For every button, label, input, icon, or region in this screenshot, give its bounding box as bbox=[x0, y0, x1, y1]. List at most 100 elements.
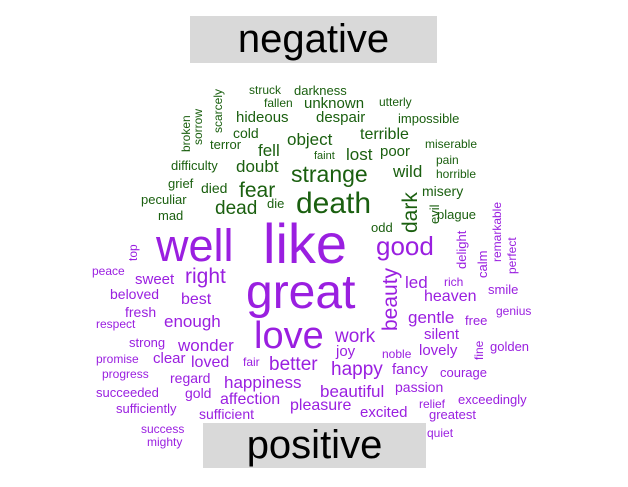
negative-header-label: negative bbox=[237, 17, 390, 61]
positive-word-beauty: beauty bbox=[379, 267, 402, 331]
positive-word-work: work bbox=[335, 326, 376, 347]
positive-word-sufficient: sufficient bbox=[199, 406, 254, 422]
negative-word-died: died bbox=[201, 180, 228, 196]
positive-word-better: better bbox=[269, 354, 318, 375]
positive-word-golden: golden bbox=[490, 339, 530, 354]
positive-word-relief: relief bbox=[419, 397, 446, 411]
negative-word-fell: fell bbox=[258, 141, 280, 160]
positive-word-pleasure: pleasure bbox=[290, 397, 352, 414]
positive-word-affection: affection bbox=[220, 391, 281, 408]
positive-word-great: great bbox=[246, 266, 356, 319]
positive-word-silent: silent bbox=[424, 326, 460, 343]
positive-word-regard: regard bbox=[170, 370, 211, 386]
positive-word-smile: smile bbox=[488, 282, 519, 297]
positive-word-fair: fair bbox=[243, 355, 260, 369]
negative-word-grief: grief bbox=[168, 176, 194, 191]
positive-word-remarkable: remarkable bbox=[490, 201, 504, 262]
positive-word-best: best bbox=[181, 291, 212, 308]
negative-word-death: death bbox=[296, 187, 372, 220]
positive-word-progress: progress bbox=[102, 367, 149, 381]
positive-word-promise: promise bbox=[96, 352, 139, 366]
negative-word-horrible: horrible bbox=[436, 167, 477, 181]
positive-word-heaven: heaven bbox=[424, 288, 477, 305]
positive-word-well: well bbox=[156, 220, 234, 271]
positive-word-gentle: gentle bbox=[408, 308, 455, 327]
negative-word-strange: strange bbox=[291, 161, 368, 187]
negative-word-cold: cold bbox=[233, 125, 259, 141]
positive-word-free: free bbox=[465, 313, 488, 328]
negative-word-object: object bbox=[287, 130, 333, 149]
negative-header: negative bbox=[190, 16, 437, 63]
positive-word-passion: passion bbox=[395, 379, 444, 395]
negative-word-plague: plague bbox=[437, 207, 477, 222]
positive-word-quiet: quiet bbox=[427, 426, 454, 440]
positive-word-success: success bbox=[141, 422, 185, 436]
positive-word-lovely: lovely bbox=[419, 342, 458, 359]
positive-word-genius: genius bbox=[496, 304, 532, 318]
positive-word-courage: courage bbox=[440, 365, 487, 380]
negative-word-wild: wild bbox=[393, 162, 423, 181]
positive-word-calm: calm bbox=[475, 250, 490, 278]
positive-word-fresh: fresh bbox=[125, 304, 157, 320]
positive-word-fancy: fancy bbox=[392, 361, 428, 378]
negative-word-pain: pain bbox=[436, 153, 459, 167]
positive-word-top: top bbox=[126, 244, 140, 261]
positive-word-excited: excited bbox=[360, 404, 408, 421]
negative-word-odd: odd bbox=[371, 220, 393, 235]
positive-word-mighty: mighty bbox=[147, 435, 183, 449]
positive-word-loved: loved bbox=[191, 354, 230, 371]
negative-word-fallen: fallen bbox=[264, 96, 293, 110]
positive-word-rich: rich bbox=[444, 275, 464, 289]
positive-word-respect: respect bbox=[96, 317, 136, 331]
negative-word-fear: fear bbox=[239, 179, 276, 202]
negative-word-utterly: utterly bbox=[379, 95, 412, 109]
negative-word-peculiar: peculiar bbox=[141, 192, 187, 207]
positive-word-gold: gold bbox=[185, 385, 212, 401]
positive-word-exceedingly: exceedingly bbox=[458, 392, 527, 407]
positive-word-right: right bbox=[185, 265, 226, 288]
positive-word-happiness: happiness bbox=[224, 373, 302, 392]
positive-word-joy: joy bbox=[336, 343, 356, 360]
negative-word-misery: misery bbox=[422, 183, 464, 199]
negative-word-struck: struck bbox=[249, 83, 282, 97]
positive-word-delight: delight bbox=[454, 230, 469, 269]
positive-word-love: love bbox=[254, 315, 324, 357]
negative-word-die: die bbox=[267, 196, 285, 211]
positive-word-good: good bbox=[376, 231, 434, 261]
negative-word-sorrow: sorrow bbox=[191, 108, 205, 145]
negative-word-lost: lost bbox=[346, 145, 373, 164]
positive-header-label: positive bbox=[246, 423, 383, 467]
positive-word-perfect: perfect bbox=[505, 237, 519, 274]
positive-word-beautiful: beautiful bbox=[320, 382, 385, 401]
negative-word-unknown: unknown bbox=[304, 95, 365, 112]
negative-word-scarcely: scarcely bbox=[211, 88, 225, 133]
negative-word-miserable: miserable bbox=[425, 137, 478, 151]
positive-word-succeeded: succeeded bbox=[96, 385, 159, 400]
negative-word-poor: poor bbox=[380, 143, 411, 160]
positive-header: positive bbox=[203, 423, 426, 468]
negative-word-dead: dead bbox=[215, 198, 258, 219]
negative-word-hideous: hideous bbox=[236, 109, 289, 126]
negative-word-terror: terror bbox=[210, 137, 242, 152]
positive-word-strong: strong bbox=[129, 335, 166, 350]
negative-word-faint: faint bbox=[314, 150, 335, 162]
negative-word-mad: mad bbox=[158, 208, 184, 223]
positive-word-clear: clear bbox=[153, 350, 186, 367]
positive-word-sufficiently: sufficiently bbox=[116, 401, 177, 416]
negative-word-terrible: terrible bbox=[360, 126, 409, 143]
negative-word-doubt: doubt bbox=[236, 157, 279, 176]
positive-word-wonder: wonder bbox=[178, 336, 234, 355]
positive-word-like: like bbox=[263, 212, 348, 275]
positive-word-happy: happy bbox=[331, 359, 383, 380]
positive-word-enough: enough bbox=[164, 312, 221, 331]
positive-word-sweet: sweet bbox=[135, 271, 175, 288]
positive-word-noble: noble bbox=[382, 347, 412, 361]
negative-word-dark: dark bbox=[399, 192, 422, 233]
negative-word-impossible: impossible bbox=[398, 111, 460, 126]
positive-word-greatest: greatest bbox=[429, 407, 476, 422]
positive-word-beloved: beloved bbox=[110, 286, 160, 302]
negative-word-darkness: darkness bbox=[294, 83, 347, 98]
positive-word-peace: peace bbox=[92, 264, 125, 278]
positive-word-led: led bbox=[405, 273, 428, 292]
